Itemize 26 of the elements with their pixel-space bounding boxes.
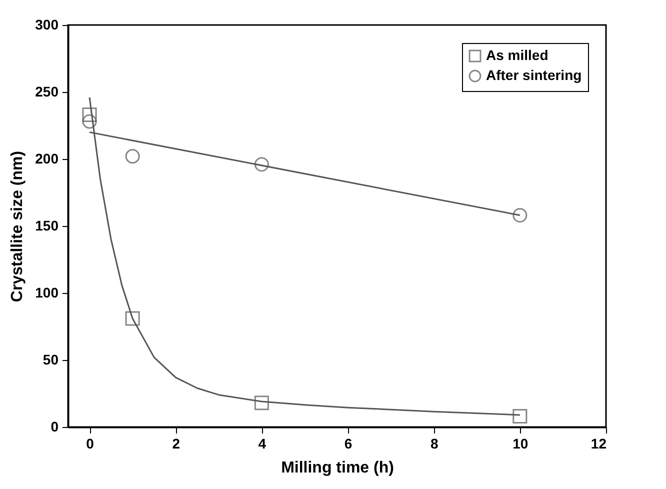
x-tick-label: 2 — [172, 436, 180, 452]
x-tick-label: 6 — [344, 436, 352, 452]
point — [512, 409, 528, 424]
x-tick-label: 0 — [86, 436, 94, 452]
point — [125, 311, 140, 326]
point — [254, 396, 269, 410]
point — [512, 208, 528, 223]
x-tick-label: 12 — [590, 436, 607, 452]
point — [82, 108, 97, 122]
point — [82, 114, 97, 129]
y-tick-label: 300 — [35, 16, 59, 32]
y-axis-title: Crystallite size (nm) — [9, 150, 26, 302]
point — [254, 157, 269, 172]
y-tick-label: 0 — [50, 418, 59, 434]
y-tick-label: 200 — [35, 150, 59, 166]
point — [125, 149, 140, 164]
y-tick-label: 250 — [35, 84, 59, 100]
x-tick-label: 8 — [430, 436, 438, 452]
legend-label: After sintering — [486, 67, 582, 83]
legend-label: As milled — [486, 47, 548, 63]
x-tick-label: 4 — [258, 436, 266, 452]
y-tick-label: 50 — [42, 352, 59, 368]
y-tick-label: 150 — [35, 218, 59, 234]
y-tick-label: 100 — [35, 284, 59, 300]
x-tick-label: 10 — [512, 436, 528, 452]
x-axis-title: Milling time (h) — [281, 460, 394, 476]
